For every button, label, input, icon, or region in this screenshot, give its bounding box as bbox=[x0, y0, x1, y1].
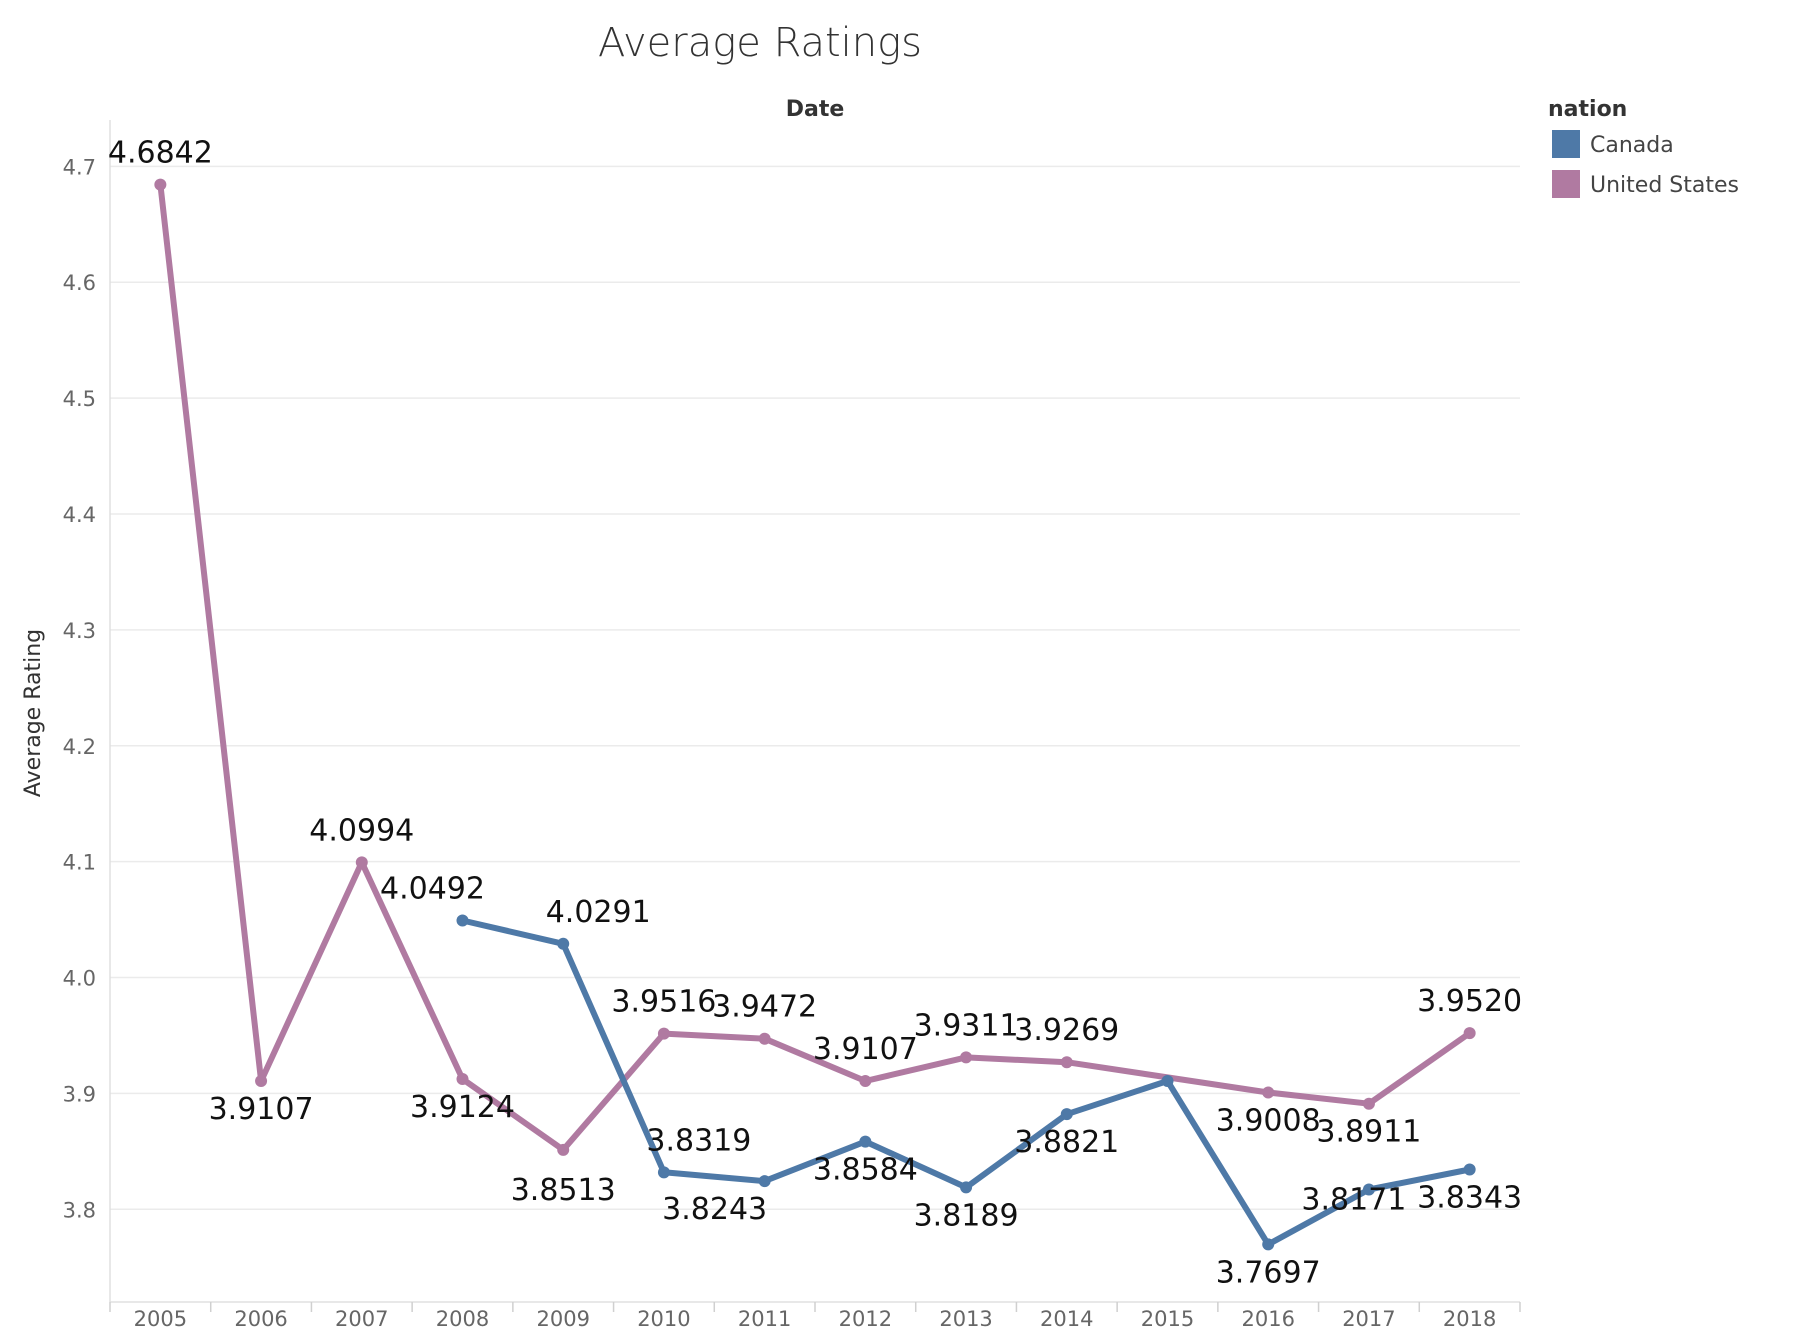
data-label-canada-2018: 3.8343 bbox=[1417, 1181, 1522, 1216]
point-united-states-2014 bbox=[1060, 1056, 1073, 1069]
y-tick-label-4.3: 4.3 bbox=[63, 619, 96, 643]
y-tick-label-4.0: 4.0 bbox=[63, 967, 96, 991]
y-tick-label-4.2: 4.2 bbox=[63, 735, 96, 759]
data-label-united-states-2006: 3.9107 bbox=[209, 1092, 314, 1127]
point-united-states-2007 bbox=[355, 856, 368, 869]
data-label-canada-2014: 3.8821 bbox=[1014, 1125, 1119, 1160]
point-united-states-2009 bbox=[557, 1143, 570, 1156]
data-label-united-states-2011: 3.9472 bbox=[712, 990, 817, 1025]
legend-label-canada: Canada bbox=[1590, 133, 1674, 158]
point-canada-2011 bbox=[758, 1175, 771, 1188]
y-tick-label-4.1: 4.1 bbox=[63, 851, 96, 875]
axes: 3.8 3.9 4.0 4.1 4.2 4.3 4.4 4.5 4.6 4.7 2005 2006 20… bbox=[63, 120, 1521, 1331]
x-tick-label-2013: 2013 bbox=[939, 1307, 992, 1331]
chart-title: Average Ratings bbox=[598, 20, 922, 66]
gridlines bbox=[110, 165, 1520, 1211]
data-label-united-states-2009: 3.8513 bbox=[511, 1173, 616, 1208]
point-canada-2018 bbox=[1463, 1163, 1476, 1176]
x-tick-label-2014: 2014 bbox=[1040, 1307, 1093, 1331]
legend-label-united-states: United States bbox=[1590, 173, 1739, 198]
data-label-canada-2011: 3.8243 bbox=[662, 1192, 767, 1227]
y-tick-label-3.9: 3.9 bbox=[63, 1082, 96, 1106]
data-label-united-states-2018: 3.9520 bbox=[1417, 984, 1522, 1019]
point-united-states-2016 bbox=[1262, 1086, 1275, 1099]
x-tick-label-2009: 2009 bbox=[536, 1307, 589, 1331]
x-tick-label-2012: 2012 bbox=[839, 1307, 892, 1331]
data-labels: 4.0492 4.0291 3.8319 3.8243 3.8584 3.8189 3.88… bbox=[108, 136, 1522, 1291]
point-united-states-2018 bbox=[1463, 1027, 1476, 1040]
data-label-united-states-2017: 3.8911 bbox=[1316, 1115, 1421, 1150]
data-label-united-states-2016: 3.9008 bbox=[1216, 1103, 1321, 1138]
x-tick-label-2005: 2005 bbox=[134, 1307, 187, 1331]
point-united-states-2012 bbox=[859, 1075, 872, 1088]
y-tick-label-4.5: 4.5 bbox=[63, 387, 96, 411]
legend: nation Canada United States bbox=[1548, 97, 1739, 198]
point-united-states-2008 bbox=[456, 1073, 469, 1086]
data-label-united-states-2007: 4.0994 bbox=[309, 813, 414, 848]
y-tick-label-4.6: 4.6 bbox=[63, 271, 96, 295]
point-canada-2014 bbox=[1060, 1108, 1073, 1121]
point-canada-2017 bbox=[1362, 1183, 1375, 1196]
x-tick-label-2008: 2008 bbox=[436, 1307, 489, 1331]
data-label-united-states-2012: 3.9107 bbox=[813, 1032, 918, 1067]
data-label-united-states-2005: 4.6842 bbox=[108, 136, 213, 171]
data-label-united-states-2010: 3.9516 bbox=[611, 985, 716, 1020]
data-label-united-states-2008: 3.9124 bbox=[410, 1090, 515, 1125]
data-label-canada-2017: 3.8171 bbox=[1301, 1182, 1406, 1217]
x-tick-label-2015: 2015 bbox=[1141, 1307, 1194, 1331]
x-tick-label-2017: 2017 bbox=[1342, 1307, 1395, 1331]
data-label-united-states-2013: 3.9311 bbox=[914, 1008, 1019, 1043]
x-tick-label-2007: 2007 bbox=[335, 1307, 388, 1331]
y-tick-label-4.4: 4.4 bbox=[63, 503, 96, 527]
point-united-states-2005 bbox=[154, 178, 167, 191]
y-tick-label-4.7: 4.7 bbox=[63, 155, 96, 179]
point-canada-2008 bbox=[456, 914, 469, 927]
point-united-states-2010 bbox=[657, 1027, 670, 1040]
y-axis-label: Average Rating bbox=[21, 629, 46, 797]
point-canada-2015 bbox=[1161, 1075, 1174, 1088]
data-label-canada-2010: 3.8319 bbox=[646, 1123, 751, 1158]
point-united-states-2013 bbox=[960, 1051, 973, 1064]
point-united-states-2006 bbox=[255, 1075, 268, 1088]
legend-title: nation bbox=[1548, 97, 1627, 122]
point-united-states-2011 bbox=[758, 1032, 771, 1045]
legend-swatch-united-states bbox=[1552, 170, 1580, 198]
data-label-canada-2013: 3.8189 bbox=[914, 1198, 1019, 1233]
x-tick-label-2016: 2016 bbox=[1241, 1307, 1294, 1331]
legend-swatch-canada bbox=[1552, 130, 1580, 158]
x-tick-label-2011: 2011 bbox=[738, 1307, 791, 1331]
data-label-canada-2008: 4.0492 bbox=[380, 872, 485, 907]
point-canada-2009 bbox=[557, 937, 570, 950]
data-label-canada-2016: 3.7697 bbox=[1216, 1255, 1321, 1290]
data-label-united-states-2014: 3.9269 bbox=[1014, 1013, 1119, 1048]
x-tick-label-2010: 2010 bbox=[637, 1307, 690, 1331]
x-axis-label: Date bbox=[786, 97, 845, 122]
point-canada-2010 bbox=[657, 1166, 670, 1179]
x-tick-label-2018: 2018 bbox=[1443, 1307, 1496, 1331]
data-label-canada-2009: 4.0291 bbox=[546, 895, 651, 930]
x-tick-label-2006: 2006 bbox=[234, 1307, 287, 1331]
y-tick-label-3.8: 3.8 bbox=[63, 1198, 96, 1222]
point-canada-2016 bbox=[1262, 1238, 1275, 1251]
point-canada-2012 bbox=[859, 1135, 872, 1148]
point-canada-2013 bbox=[960, 1181, 973, 1194]
data-label-canada-2012: 3.8584 bbox=[813, 1153, 918, 1188]
point-united-states-2017 bbox=[1362, 1097, 1375, 1110]
series bbox=[154, 178, 1476, 1251]
